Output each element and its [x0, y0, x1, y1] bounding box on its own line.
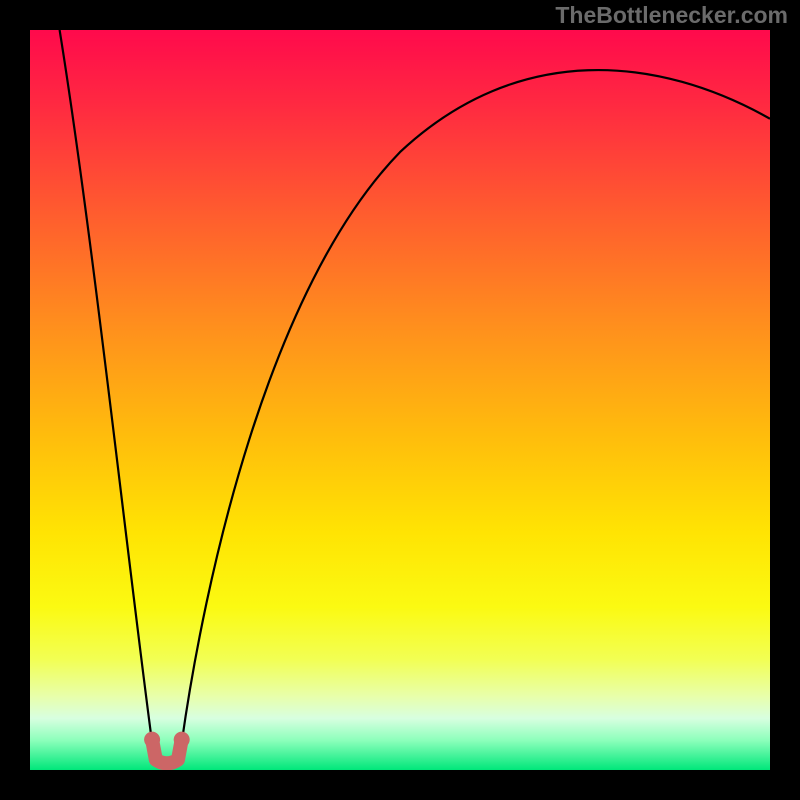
figure-container: TheBottlenecker.com — [0, 0, 800, 800]
vertex-dot — [144, 732, 160, 748]
vertex-dot — [174, 732, 190, 748]
bottleneck-chart — [0, 0, 800, 800]
watermark-text: TheBottlenecker.com — [555, 2, 788, 29]
plot-area — [30, 30, 770, 770]
